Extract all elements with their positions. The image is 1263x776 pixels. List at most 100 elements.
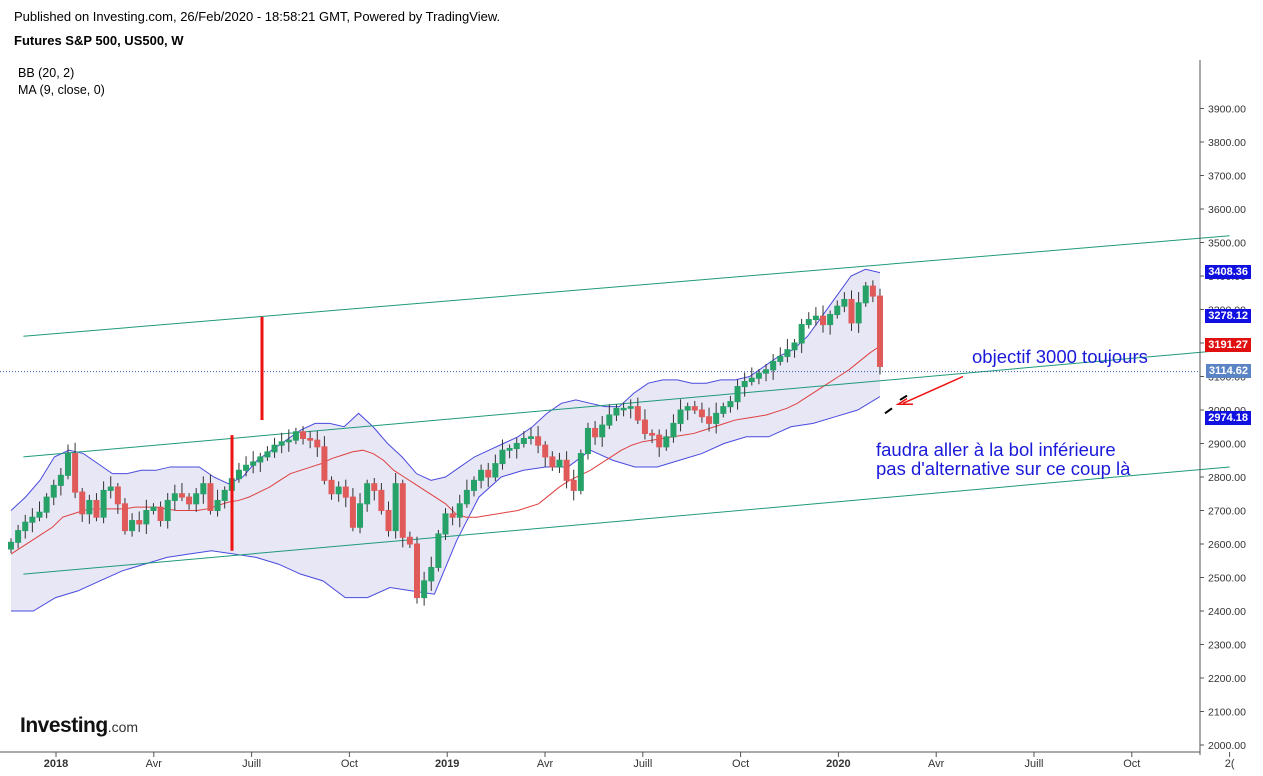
candle-body (328, 479, 335, 495)
price-tag: 3191.27 (1205, 337, 1251, 352)
candle-body (43, 496, 50, 513)
candle-body (698, 409, 705, 418)
candle-body (271, 444, 278, 453)
candle-body (592, 427, 599, 438)
x-tick-label: 2( (1225, 758, 1235, 770)
x-tick-label: Avr (928, 758, 945, 770)
y-tick-label: 2700.00 (1208, 506, 1246, 518)
candle-body (171, 493, 178, 501)
candle-body (15, 530, 22, 543)
candle-body (755, 372, 762, 379)
marker-layer (230, 316, 964, 551)
candle-body (741, 381, 748, 388)
candle-body (129, 520, 136, 532)
candle-body (684, 406, 691, 411)
candle-body (371, 483, 378, 491)
price-tag: 3114.62 (1205, 363, 1251, 378)
moving-average-indicator-label[interactable]: MA (9, close, 0) (18, 83, 105, 97)
annotation-lower-band: faudra aller à la bol inférieure (876, 439, 1116, 460)
candle-body (613, 407, 620, 416)
candle-body (72, 453, 79, 493)
candle-body (193, 493, 200, 505)
candle-body (599, 424, 606, 438)
candle-body (784, 349, 791, 357)
candle-body (862, 285, 869, 304)
candle-body (470, 479, 477, 491)
x-tick-label: Avr (146, 758, 163, 770)
bollinger-bands-indicator-label[interactable]: BB (20, 2) (18, 66, 75, 80)
candle-body (513, 443, 520, 450)
y-tick-label: 2300.00 (1208, 640, 1246, 652)
candle-body (820, 315, 827, 326)
candle-body (257, 456, 264, 463)
candle-body (321, 446, 328, 481)
candle-body (570, 479, 577, 491)
candle-body (250, 461, 257, 466)
candle-body (114, 486, 121, 505)
candle-body (8, 541, 14, 550)
candle-body (264, 451, 271, 458)
candle-body (107, 486, 114, 491)
candle-body (186, 496, 193, 505)
chart-title: Futures S&P 500, US500, W (14, 33, 184, 48)
candle-body (307, 437, 314, 441)
candle-body (364, 483, 371, 505)
price-tag: 2974.18 (1205, 410, 1251, 425)
investing-logo: Investing.com (20, 714, 139, 737)
candle-body (855, 302, 862, 324)
candle-body (300, 431, 307, 439)
y-tick-label: 3600.00 (1208, 204, 1246, 216)
x-tick-label: Juill (242, 758, 261, 770)
y-tick-label: 3700.00 (1208, 171, 1246, 183)
x-tick-label: Juill (633, 758, 652, 770)
candle-body (748, 377, 755, 383)
annotation-target: objectif 3000 toujours (972, 346, 1148, 367)
candle-body (200, 483, 207, 495)
candle-body (392, 483, 399, 532)
candle-body (50, 484, 57, 498)
candle-body (121, 503, 128, 532)
bollinger-upper-line (10, 268, 881, 511)
channel-line-upper (23, 235, 1230, 337)
candle-body (399, 483, 406, 538)
candles-layer (8, 280, 883, 606)
candle-body (22, 521, 29, 532)
candle-body (357, 503, 364, 528)
black-stroke (899, 394, 908, 401)
candle-body (29, 516, 36, 523)
candle-body (421, 580, 428, 599)
candle-body (235, 469, 242, 480)
candle-body (499, 449, 506, 465)
candle-body (221, 489, 228, 501)
candle-body (527, 436, 534, 439)
candle-body (136, 520, 143, 525)
x-tick-label: Oct (341, 758, 358, 770)
candle-body (157, 506, 164, 522)
candle-body (214, 499, 221, 512)
y-tick-label: 2400.00 (1208, 606, 1246, 618)
x-tick-label: Oct (732, 758, 749, 770)
price-tag: 3278.12 (1205, 308, 1251, 323)
candle-body (713, 412, 720, 424)
candle-body (150, 506, 157, 511)
candle-body (656, 434, 663, 448)
candle-body (492, 463, 499, 478)
candle-body (207, 483, 214, 512)
candle-body (727, 401, 734, 408)
candle-body (535, 436, 542, 446)
red-arrow-head (895, 397, 913, 406)
candle-body (285, 439, 292, 443)
candle-body (178, 493, 185, 498)
candle-body (335, 486, 342, 495)
candle-body (506, 448, 513, 451)
candle-body (57, 474, 64, 486)
y-tick-label: 2500.00 (1208, 573, 1246, 585)
candle-body (463, 489, 470, 505)
candle-body (93, 499, 100, 518)
candle-body (734, 386, 741, 403)
channel-line-middle (23, 349, 1230, 458)
candle-body (64, 453, 71, 476)
published-info: Published on Investing.com, 26/Feb/2020 … (14, 9, 501, 24)
price-tag: 3408.36 (1205, 265, 1251, 280)
